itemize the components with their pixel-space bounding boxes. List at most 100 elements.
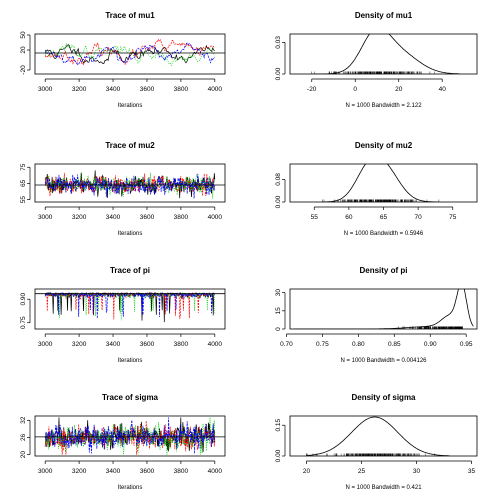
x-tick-label: 3400 [106, 341, 121, 348]
x-axis-label: Iterations [118, 231, 143, 237]
x-tick-label: 3000 [38, 468, 53, 475]
plot-area [306, 416, 450, 456]
y-axis: 55 65 75 [20, 163, 31, 204]
density-curve [311, 34, 460, 74]
trace-series-1 [44, 44, 215, 64]
y-axis: 0.00 0.15 [275, 419, 286, 462]
rug [311, 71, 435, 74]
x-tick-label: 3200 [72, 468, 87, 475]
x-tick-label: 3000 [38, 86, 53, 93]
panel-title: Density of mu2 [355, 141, 413, 150]
x-tick-label: 3400 [106, 86, 121, 93]
y-tick-label: 0.00 [275, 195, 282, 208]
x-axis: 55 60 65 70 75 [311, 206, 457, 221]
x-tick-label: 3400 [106, 468, 121, 475]
panel-5: Trace of pi 3000 3200 3400 3600 3800 4000 Itera… [20, 266, 226, 364]
trace-series-4 [44, 417, 216, 454]
y-axis: 20 26 32 [20, 416, 31, 459]
plot-frame [34, 415, 226, 457]
x-tick-label: 20 [395, 86, 403, 93]
panel-title: Trace of mu1 [105, 11, 155, 20]
panel-title: Trace of mu2 [105, 141, 155, 150]
x-tick-label: 3800 [174, 341, 189, 348]
x-axis: 3000 3200 3400 3600 3800 4000 [38, 333, 223, 348]
y-tick-label: 0.03 [275, 36, 282, 49]
panel-title: Trace of sigma [102, 393, 159, 402]
y-tick-label: 20 [20, 46, 27, 54]
x-tick-label: 20 [303, 468, 311, 475]
plot-frame [289, 163, 478, 203]
x-tick-label: 3400 [106, 214, 121, 221]
x-axis: 3000 3200 3400 3600 3800 4000 [38, 460, 222, 475]
x-tick-label: 3200 [72, 214, 87, 221]
x-tick-label: 3800 [174, 214, 189, 221]
x-axis: -20 0 20 40 [307, 78, 447, 93]
x-axis: 20 25 30 35 [303, 460, 476, 475]
y-tick-label: 30 [275, 289, 282, 297]
panel-1: Trace of mu1 3000 3200 3400 3600 3800 4000 Iter… [20, 11, 226, 109]
plot-frame [289, 415, 478, 457]
y-tick-label: 0.00 [275, 67, 282, 80]
x-tick-label: 70 [415, 214, 423, 221]
x-tick-label: 30 [413, 468, 421, 475]
y-tick-label: 32 [20, 416, 27, 424]
x-tick-label: 0.75 [316, 341, 329, 348]
panel-4: Density of mu2 55 60 65 70 75 N = 1000 Bandwid… [275, 141, 478, 237]
trace-series-2 [44, 38, 216, 66]
x-tick-label: 0.70 [280, 341, 293, 348]
x-tick-label: 4000 [208, 341, 223, 348]
y-axis: -20 20 50 [20, 31, 31, 75]
x-tick-label: 60 [345, 214, 353, 221]
trace-series-4 [44, 291, 216, 319]
y-tick-label: 65 [20, 179, 27, 187]
panel-6: Density of pi 0.70 0.75 0.80 0.85 0.90 0.95 N =… [275, 266, 478, 364]
x-axis: 0.70 0.75 0.80 0.85 0.90 0.95 [280, 333, 473, 348]
plot-frame [34, 288, 226, 330]
panel-title: Density of sigma [351, 393, 416, 402]
density-curve [321, 164, 439, 202]
panel-title: Density of pi [359, 266, 407, 275]
trace-series-4 [44, 42, 216, 66]
rug [306, 453, 435, 456]
y-axis: 0 15 30 [275, 289, 286, 331]
plot-area [321, 164, 439, 202]
x-tick-label: 3800 [174, 86, 189, 93]
x-axis: 3000 3200 3400 3600 3800 4000 [38, 78, 222, 93]
plot-frame [34, 163, 226, 203]
x-tick-label: -20 [307, 86, 317, 93]
y-tick-label: 0.75 [20, 316, 27, 329]
x-tick-label: 0.90 [424, 341, 437, 348]
y-tick-label: 20 [20, 451, 27, 459]
x-axis-label: N = 1000 Bandwidth = 0.5946 [344, 231, 424, 237]
x-axis-label: Iterations [118, 103, 143, 109]
y-tick-label: 15 [275, 307, 282, 315]
plot-area [35, 291, 225, 323]
x-axis-label: Iterations [118, 358, 143, 364]
y-tick-label: 55 [20, 196, 27, 204]
density-curve [306, 416, 450, 456]
plot-area [35, 417, 225, 455]
y-axis: 0.00 0.03 [275, 36, 286, 80]
x-tick-label: 3200 [72, 341, 87, 348]
x-tick-label: 0.80 [352, 341, 365, 348]
x-tick-label: 4000 [208, 214, 223, 221]
x-tick-label: 35 [468, 468, 476, 475]
trace-series-2 [44, 291, 216, 320]
x-tick-label: 3600 [140, 341, 155, 348]
x-tick-label: 55 [311, 214, 319, 221]
y-tick-label: 0.15 [275, 419, 282, 432]
x-tick-label: 3600 [140, 468, 155, 475]
x-tick-label: 65 [380, 214, 388, 221]
y-tick-label: 75 [20, 163, 27, 171]
panel-title: Density of mu1 [355, 11, 413, 20]
x-tick-label: 3200 [72, 86, 87, 93]
plot-area [35, 38, 225, 67]
y-axis: 0.75 0.90 [20, 292, 31, 329]
x-tick-label: 40 [439, 86, 447, 93]
x-axis-label: N = 1000 Bandwidth = 2.122 [345, 103, 422, 109]
panel-7: Trace of sigma 3000 3200 3400 3600 3800 4000 It… [20, 393, 226, 491]
y-tick-label: 0.90 [20, 292, 27, 305]
x-tick-label: 0.95 [460, 341, 473, 348]
x-tick-label: 0.85 [388, 341, 401, 348]
plot-frame [34, 33, 226, 75]
